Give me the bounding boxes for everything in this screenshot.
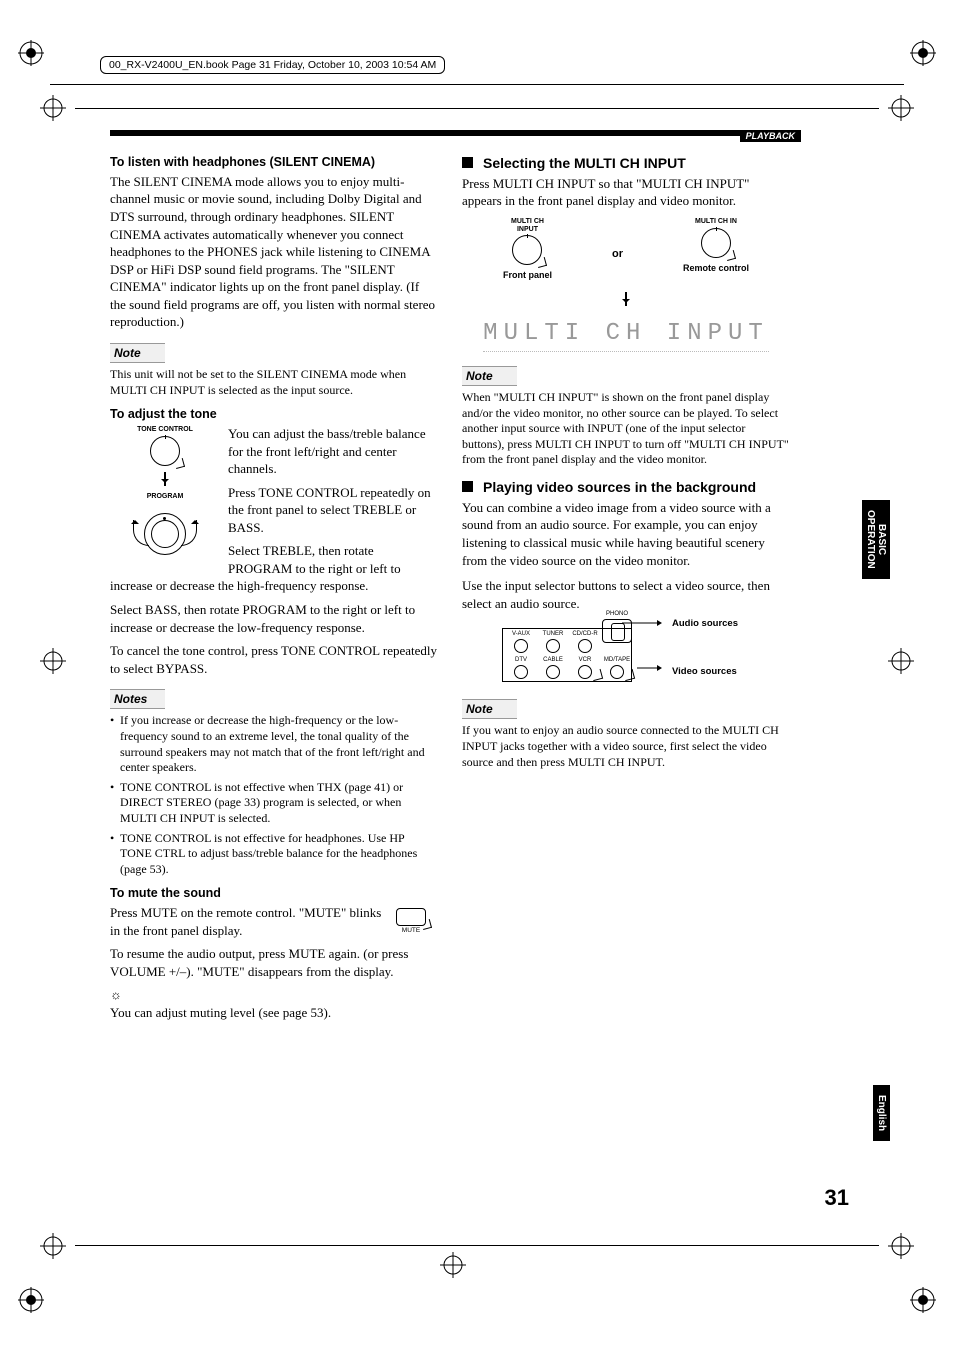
note-text: When "MULTI CH INPUT" is shown on the fr… (462, 390, 790, 468)
arrow-down-icon (625, 292, 627, 306)
mute-icon (396, 908, 426, 926)
square-bullet-icon (462, 157, 473, 168)
notes-list: If you increase or decrease the high-fre… (110, 713, 438, 877)
selector-btn-icon (546, 665, 560, 679)
body-text: Press MULTI CH INPUT so that "MULTI CH I… (462, 175, 790, 210)
note-label: Note (462, 366, 517, 386)
body-text: You can combine a video image from a vid… (462, 499, 790, 569)
knob-icon (512, 235, 542, 265)
body-text: To resume the audio output, press MUTE a… (110, 945, 438, 980)
lcd-display: MULTI CH INPUT (462, 316, 790, 352)
registration-mark-icon (910, 40, 936, 66)
heading-text: Playing video sources in the background (483, 478, 756, 497)
note-label: Note (110, 343, 165, 363)
crosshair-icon (888, 95, 914, 121)
heading-mute: To mute the sound (110, 885, 438, 902)
side-tab-english: English (873, 1085, 890, 1141)
square-bullet-icon (462, 481, 473, 492)
crosshair-icon (40, 1233, 66, 1259)
section-label: PLAYBACK (740, 130, 801, 142)
heading-silent-cinema: To listen with headphones (SILENT CINEMA… (110, 154, 438, 171)
or-label: or (612, 247, 623, 262)
knob-icon (150, 436, 180, 466)
crosshair-icon (888, 1233, 914, 1259)
arrow-down-icon (164, 472, 166, 486)
heading-video-bg: Playing video sources in the background (462, 478, 790, 497)
diagram-caption: Remote control (683, 262, 749, 274)
diagram-label: MULTI CH IN (683, 218, 749, 226)
selector-btn-icon (578, 639, 592, 653)
section-bar (110, 130, 790, 136)
video-sources-label: Video sources (672, 666, 737, 679)
registration-mark-icon (18, 40, 44, 66)
crosshair-icon (40, 648, 66, 674)
note-label: Note (462, 699, 517, 719)
audio-sources-label: Audio sources (672, 618, 738, 631)
crosshair-icon (440, 1252, 466, 1278)
selector-btn-icon (546, 639, 560, 653)
front-panel-button: MULTI CH INPUT Front panel (503, 218, 552, 282)
header-rule (50, 84, 904, 85)
notes-label: Notes (110, 689, 165, 709)
page-number: 31 (825, 1185, 849, 1211)
crosshair-icon (888, 648, 914, 674)
heading-multi-ch: Selecting the MULTI CH INPUT (462, 154, 790, 173)
heading-text: Selecting the MULTI CH INPUT (483, 154, 686, 173)
body-text: The SILENT CINEMA mode allows you to enj… (110, 173, 438, 331)
selector-btn-icon (514, 639, 528, 653)
note-item: TONE CONTROL is not effective for headph… (110, 831, 438, 878)
crop-line (75, 108, 879, 109)
diagram-label: MULTI CH INPUT (503, 218, 552, 233)
side-tab-basic-operation: BASIC OPERATION (862, 500, 890, 579)
tone-control-diagram: TONE CONTROL PROGRAM (110, 425, 220, 564)
body-text: Press MUTE on the remote control. "MUTE"… (110, 904, 438, 939)
body-text: To cancel the tone control, press TONE C… (110, 642, 438, 677)
crop-line (75, 1245, 879, 1246)
body-text: You can adjust muting level (see page 53… (110, 1004, 438, 1022)
crosshair-icon (40, 95, 66, 121)
note-text: This unit will not be set to the SILENT … (110, 367, 438, 398)
diagram-caption: Front panel (503, 269, 552, 281)
registration-mark-icon (910, 1287, 936, 1313)
program-knob-icon (135, 504, 195, 564)
left-column: To listen with headphones (SILENT CINEMA… (110, 154, 438, 1027)
mute-label: MUTE (402, 927, 420, 934)
print-header: 00_RX-V2400U_EN.book Page 31 Friday, Oct… (100, 56, 445, 74)
selector-btn-icon (578, 665, 592, 679)
diagram-label: TONE CONTROL (110, 425, 220, 434)
pointer-lines (602, 618, 662, 683)
heading-adjust-tone: To adjust the tone (110, 406, 438, 423)
note-item: If you increase or decrease the high-fre… (110, 713, 438, 775)
right-column: Selecting the MULTI CH INPUT Press MULTI… (462, 154, 790, 1027)
body-text: Select BASS, then rotate PROGRAM to the … (110, 601, 438, 636)
selector-btn-icon (514, 665, 528, 679)
knob-icon (701, 228, 731, 258)
tip-icon: ☼ (110, 986, 438, 1004)
diagram-label: PROGRAM (110, 492, 220, 501)
remote-button: MULTI CH IN Remote control (683, 218, 749, 274)
mute-button-diagram: MUTE (390, 908, 432, 936)
registration-mark-icon (18, 1287, 44, 1313)
note-text: If you want to enjoy an audio source con… (462, 723, 790, 770)
body-text: Use the input selector buttons to select… (462, 577, 790, 612)
multi-ch-diagram: MULTI CH INPUT Front panel or MULTI CH I… (462, 218, 790, 306)
note-item: TONE CONTROL is not effective when THX (… (110, 780, 438, 827)
